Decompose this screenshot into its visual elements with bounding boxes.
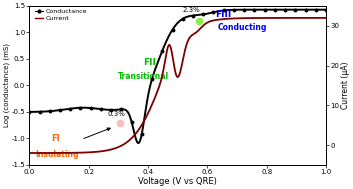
Text: FI: FI bbox=[52, 134, 60, 143]
X-axis label: Voltage (V vs QRE): Voltage (V vs QRE) bbox=[138, 177, 217, 186]
Text: FIII: FIII bbox=[215, 10, 231, 19]
Text: 0.3%: 0.3% bbox=[108, 111, 126, 117]
Legend: Conductance, Current: Conductance, Current bbox=[35, 9, 87, 21]
Text: FII: FII bbox=[144, 58, 156, 67]
Text: Insulating: Insulating bbox=[35, 150, 79, 159]
Y-axis label: Current (μA): Current (μA) bbox=[341, 62, 349, 109]
Text: 2.3%: 2.3% bbox=[182, 7, 200, 13]
Text: Transitional: Transitional bbox=[118, 72, 169, 81]
Y-axis label: Log (conductance) (mS): Log (conductance) (mS) bbox=[4, 43, 10, 127]
Text: Conducting: Conducting bbox=[218, 23, 267, 32]
